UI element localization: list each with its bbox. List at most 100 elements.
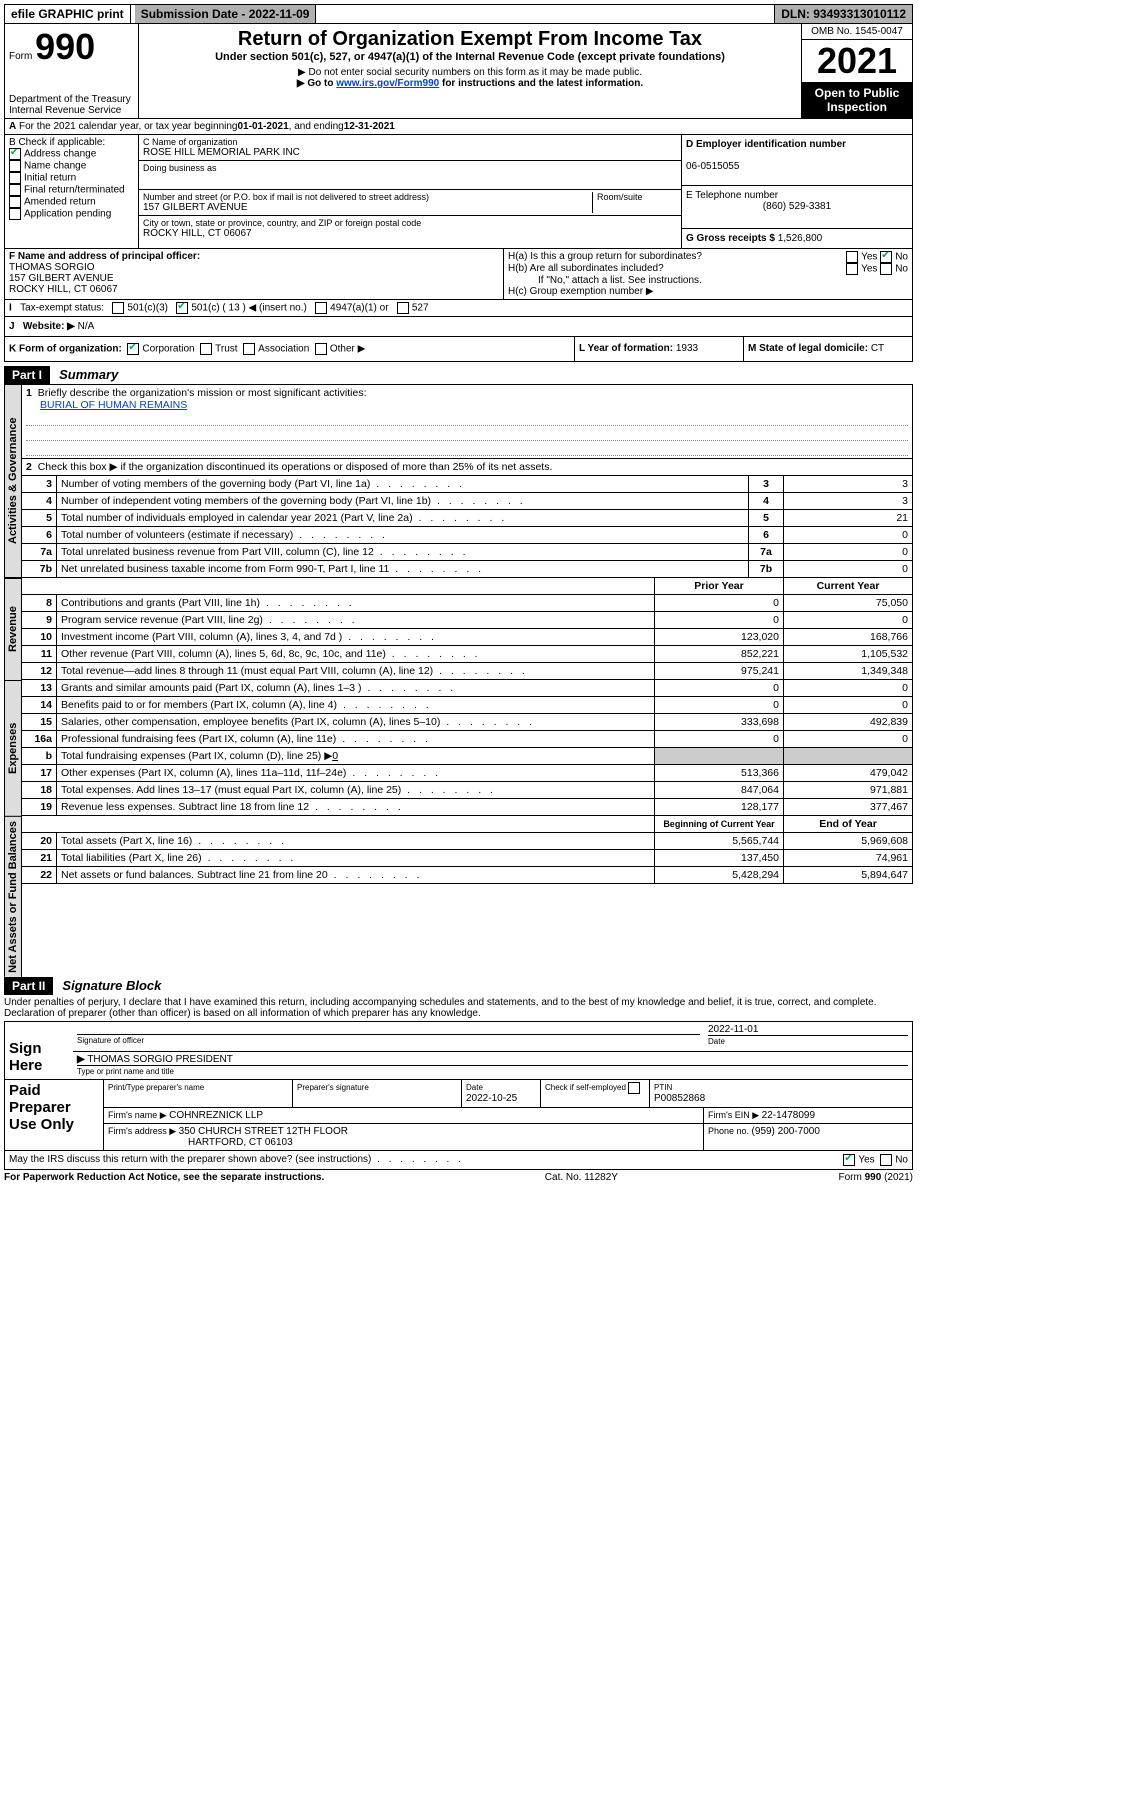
hc-label: H(c) Group exemption number ▶ bbox=[508, 286, 908, 297]
instructions-link[interactable]: www.irs.gov/Form990 bbox=[336, 78, 439, 89]
line-j: J Website: ▶ N/A bbox=[4, 317, 913, 337]
501c3-check[interactable] bbox=[112, 302, 124, 314]
boxb-check[interactable] bbox=[9, 184, 21, 196]
name-label: C Name of organization bbox=[143, 137, 677, 147]
officer-group-block: F Name and address of principal officer:… bbox=[4, 249, 913, 300]
officer-addr1: 157 GILBERT AVENUE bbox=[9, 273, 114, 284]
discuss-row: May the IRS discuss this return with the… bbox=[4, 1151, 913, 1170]
curr-val: 75,050 bbox=[784, 595, 913, 612]
signature-block: Sign Here Signature of officer 2022-11-0… bbox=[4, 1021, 913, 1151]
perjury-declaration: Under penalties of perjury, I declare th… bbox=[4, 995, 913, 1021]
firm-ein: 22-1478099 bbox=[762, 1110, 815, 1121]
street-address: 157 GILBERT AVENUE bbox=[143, 202, 592, 213]
line-i: I Tax-exempt status: 501(c)(3) 501(c) ( … bbox=[4, 300, 913, 317]
firm-name: COHNREZNICK LLP bbox=[169, 1110, 263, 1121]
footer-left: For Paperwork Reduction Act Notice, see … bbox=[4, 1172, 324, 1183]
box-b-title: B Check if applicable: bbox=[9, 137, 134, 148]
prior-val: 0 bbox=[655, 680, 784, 697]
gov-val: 0 bbox=[784, 544, 913, 561]
prior-val: 513,366 bbox=[655, 765, 784, 782]
501c-check[interactable] bbox=[176, 302, 188, 314]
gov-val: 0 bbox=[784, 527, 913, 544]
phone-label: E Telephone number bbox=[686, 190, 778, 201]
curr-val: 5,969,608 bbox=[784, 833, 913, 850]
ha-label: H(a) Is this a group return for subordin… bbox=[508, 251, 702, 263]
prep-date: 2022-10-25 bbox=[466, 1093, 517, 1104]
other-check[interactable] bbox=[315, 343, 327, 355]
state-domicile: CT bbox=[871, 343, 884, 354]
curr-val: 168,766 bbox=[784, 629, 913, 646]
addr-label: Number and street (or P.O. box if mail i… bbox=[143, 192, 592, 202]
hb-no[interactable] bbox=[880, 263, 892, 275]
ein: 06-0515055 bbox=[686, 161, 739, 172]
curr-val: 1,349,348 bbox=[784, 663, 913, 680]
city-label: City or town, state or province, country… bbox=[143, 218, 677, 228]
main-title: Return of Organization Exempt From Incom… bbox=[143, 28, 797, 51]
col-begin: Beginning of Current Year bbox=[655, 816, 784, 833]
prior-val: 847,064 bbox=[655, 782, 784, 799]
gov-val: 21 bbox=[784, 510, 913, 527]
city-state-zip: ROCKY HILL, CT 06067 bbox=[143, 228, 677, 239]
boxb-check[interactable] bbox=[9, 160, 21, 172]
col-end: End of Year bbox=[784, 816, 913, 833]
gross-receipts-label: G Gross receipts $ bbox=[686, 233, 778, 244]
footer: For Paperwork Reduction Act Notice, see … bbox=[4, 1170, 913, 1183]
omb: OMB No. 1545-0047 bbox=[802, 24, 912, 40]
year-formation: 1933 bbox=[676, 343, 698, 354]
gov-val: 0 bbox=[784, 561, 913, 578]
dept-treasury: Department of the Treasury bbox=[9, 94, 134, 105]
firm-addr1: 350 CHURCH STREET 12TH FLOOR bbox=[179, 1126, 348, 1137]
officer-name: THOMAS SORGIO bbox=[9, 262, 95, 273]
part2-title: Signature Block bbox=[56, 978, 161, 993]
discuss-no[interactable] bbox=[880, 1154, 892, 1166]
gov-val: 3 bbox=[784, 476, 913, 493]
ptin: P00852868 bbox=[654, 1093, 705, 1104]
prior-val: 5,428,294 bbox=[655, 867, 784, 884]
self-emp-check[interactable] bbox=[628, 1082, 640, 1094]
curr-val: 0 bbox=[784, 680, 913, 697]
col-prior: Prior Year bbox=[655, 578, 784, 595]
prior-val: 0 bbox=[655, 612, 784, 629]
prior-val: 0 bbox=[655, 731, 784, 748]
boxb-check[interactable] bbox=[9, 148, 21, 160]
curr-val: 74,961 bbox=[784, 850, 913, 867]
boxb-check[interactable] bbox=[9, 196, 21, 208]
efile-graphic-btn[interactable]: efile GRAPHIC print bbox=[5, 5, 131, 23]
assoc-check[interactable] bbox=[243, 343, 255, 355]
note-ssn: Do not enter social security numbers on … bbox=[308, 67, 641, 78]
boxb-check[interactable] bbox=[9, 172, 21, 184]
hb-yes[interactable] bbox=[846, 263, 858, 275]
part1-title: Summary bbox=[53, 367, 118, 382]
col-current: Current Year bbox=[784, 578, 913, 595]
top-bar: efile GRAPHIC print Submission Date - 20… bbox=[4, 4, 913, 24]
hb-label: H(b) Are all subordinates included? bbox=[508, 263, 664, 275]
firm-addr2: HARTFORD, CT 06103 bbox=[188, 1137, 293, 1148]
527-check[interactable] bbox=[397, 302, 409, 314]
sig-date: 2022-11-01 bbox=[708, 1024, 758, 1035]
tax-year: 2021 bbox=[802, 40, 912, 82]
footer-cat: Cat. No. 11282Y bbox=[545, 1172, 618, 1183]
boxb-check[interactable] bbox=[9, 208, 21, 220]
prior-val: 137,450 bbox=[655, 850, 784, 867]
trust-check[interactable] bbox=[200, 343, 212, 355]
officer-addr2: ROCKY HILL, CT 06067 bbox=[9, 284, 118, 295]
prior-val: 333,698 bbox=[655, 714, 784, 731]
prior-val: 5,565,744 bbox=[655, 833, 784, 850]
form-header: Form 990 Department of the Treasury Inte… bbox=[4, 24, 913, 119]
gross-receipts: 1,526,800 bbox=[778, 233, 823, 244]
phone: (860) 529-3381 bbox=[686, 201, 908, 212]
4947-check[interactable] bbox=[315, 302, 327, 314]
open-public: Open to Public Inspection bbox=[802, 82, 912, 118]
mission-link[interactable]: BURIAL OF HUMAN REMAINS bbox=[40, 399, 187, 411]
dln: DLN: 93493313010112 bbox=[774, 5, 912, 23]
sign-here-label: Sign Here bbox=[5, 1022, 73, 1079]
ein-label: D Employer identification number bbox=[686, 139, 846, 150]
firm-phone: (959) 200-7000 bbox=[752, 1126, 820, 1137]
vtab-netassets: Net Assets or Fund Balances bbox=[4, 816, 22, 977]
ha-yes[interactable] bbox=[846, 251, 858, 263]
discuss-yes[interactable] bbox=[843, 1154, 855, 1166]
ha-no[interactable] bbox=[880, 251, 892, 263]
subtitle: Under section 501(c), 527, or 4947(a)(1)… bbox=[143, 51, 797, 63]
corp-check[interactable] bbox=[127, 343, 139, 355]
vtab-revenue: Revenue bbox=[4, 578, 22, 680]
